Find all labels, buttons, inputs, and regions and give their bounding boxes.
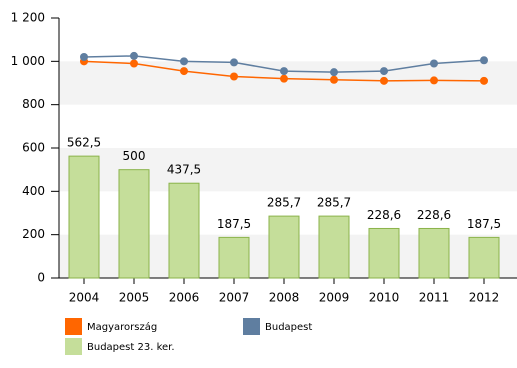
- y-tick-label: 0: [37, 271, 45, 285]
- y-tick-label: 1 000: [11, 54, 45, 68]
- bar: [268, 215, 300, 279]
- point: [130, 51, 138, 60]
- x-tick-label: 2004: [69, 291, 100, 305]
- data-label: 500: [123, 149, 146, 163]
- bar: [168, 182, 200, 279]
- data-label: 228,6: [417, 208, 451, 222]
- y-tick-label: 600: [22, 141, 45, 155]
- bar: [68, 155, 100, 279]
- y-tick-label: 800: [22, 97, 45, 111]
- data-label: 228,6: [367, 208, 401, 222]
- x-tick-label: 2007: [219, 291, 250, 305]
- point: [480, 76, 488, 85]
- point: [330, 75, 338, 84]
- point: [80, 53, 88, 61]
- point: [380, 67, 388, 76]
- bar: [368, 227, 400, 279]
- legend-swatch: [65, 338, 82, 355]
- point: [280, 67, 288, 76]
- point: [180, 67, 188, 76]
- point: [180, 57, 188, 66]
- x-tick-label: 2012: [469, 291, 500, 305]
- data-label: 187,5: [467, 217, 501, 231]
- bar: [218, 236, 250, 279]
- x-tick-label: 2011: [419, 291, 450, 305]
- bar: [118, 169, 150, 279]
- data-label: 187,5: [217, 217, 251, 231]
- x-tick-label: 2010: [369, 291, 400, 305]
- point: [330, 68, 338, 77]
- data-label: 437,5: [167, 163, 201, 177]
- bar: [468, 236, 500, 279]
- point: [480, 56, 488, 65]
- x-tick-label: 2009: [319, 291, 350, 305]
- legend-swatch: [65, 318, 82, 335]
- y-tick-label: 200: [22, 227, 45, 241]
- point: [130, 59, 138, 68]
- legend-label: Magyarország: [87, 321, 157, 333]
- data-label: 285,7: [267, 196, 301, 210]
- bar: [418, 227, 450, 279]
- legend-label: Budapest 23. ker.: [87, 342, 175, 353]
- point: [280, 74, 288, 83]
- point: [380, 76, 388, 85]
- y-tick-label: 1 200: [11, 11, 45, 25]
- data-label: 285,7: [317, 196, 351, 210]
- legend-swatch: [243, 318, 260, 335]
- y-tick-label: 400: [22, 184, 45, 198]
- grid-band: [59, 61, 517, 105]
- data-label: 562,5: [67, 136, 101, 150]
- point: [230, 58, 238, 67]
- point: [230, 72, 238, 81]
- x-tick-label: 2006: [169, 291, 200, 305]
- point: [430, 76, 438, 85]
- x-tick-label: 2008: [269, 291, 300, 305]
- bar: [318, 215, 350, 279]
- legend-label: Budapest: [265, 322, 312, 333]
- point: [430, 59, 438, 68]
- x-tick-label: 2005: [119, 291, 150, 305]
